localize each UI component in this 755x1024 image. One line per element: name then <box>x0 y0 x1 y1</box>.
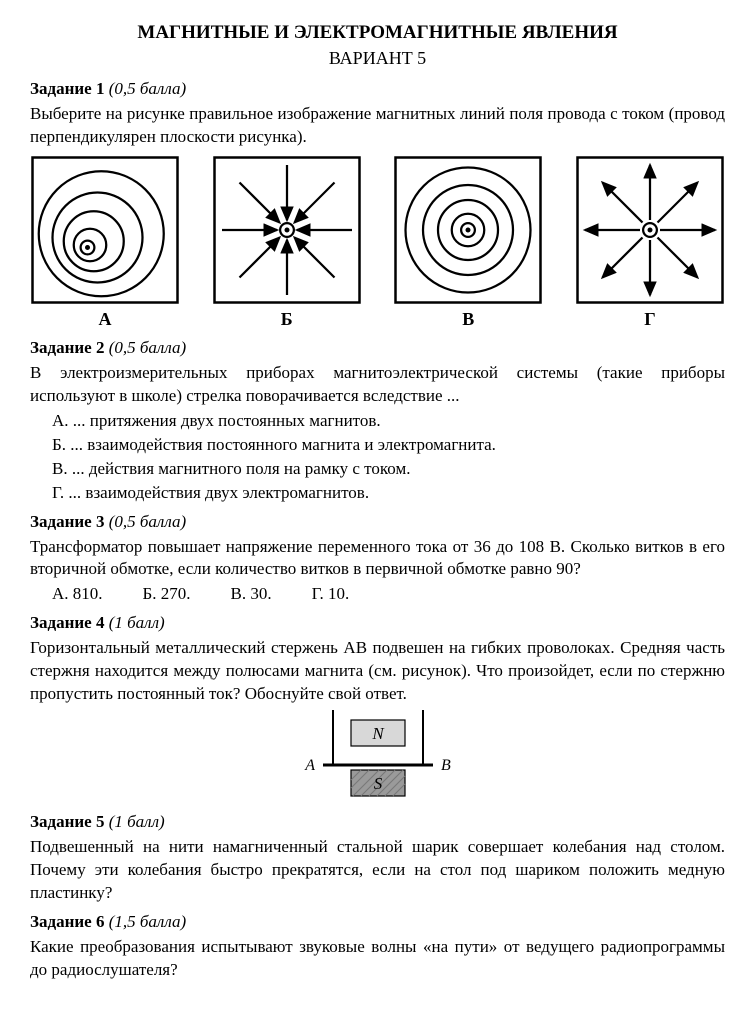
task6-text: Какие преобразования испытывают звуковые… <box>30 936 725 982</box>
task2-head: Задание 2 (0,5 балла) <box>30 337 725 360</box>
task3-opt-a: А. 810. <box>52 583 103 606</box>
task3-opt-b: Б. 270. <box>143 583 191 606</box>
task5-head: Задание 5 (1 балл) <box>30 811 725 834</box>
fig-v-label: В <box>462 307 474 331</box>
task4-text: Горизонтальный металлический стержень AB… <box>30 637 725 706</box>
page-title: МАГНИТНЫЕ И ЭЛЕКТРОМАГНИТНЫЕ ЯВЛЕНИЯ <box>30 20 725 46</box>
diagram-b <box>212 155 362 305</box>
diagram-v <box>393 155 543 305</box>
task2-text: В электроизмерительных приборах магнитоэ… <box>30 362 725 408</box>
task4-figure: N A B S <box>30 710 725 805</box>
fig-a: А <box>30 155 180 331</box>
task3-options: А. 810. Б. 270. В. 30. Г. 10. <box>52 583 725 606</box>
task3-head: Задание 3 (0,5 балла) <box>30 511 725 534</box>
task2-opt-a: А. ... притяжения двух постоянных магнит… <box>52 410 725 433</box>
fig-g: Г <box>575 155 725 331</box>
diagram-a <box>30 155 180 305</box>
task2-opt-v: В. ... действия магнитного поля на рамку… <box>52 458 725 481</box>
svg-text:N: N <box>371 724 385 743</box>
fig-a-label: А <box>99 307 112 331</box>
fig-v: В <box>393 155 543 331</box>
task2-opt-g: Г. ... взаимодействия двух электромагнит… <box>52 482 725 505</box>
fig-g-label: Г <box>644 307 655 331</box>
svg-text:B: B <box>441 757 451 774</box>
task3-opt-g: Г. 10. <box>312 583 350 606</box>
diagram-magnet-rod: N A B S <box>288 710 468 805</box>
variant-subtitle: ВАРИАНТ 5 <box>30 46 725 70</box>
fig-b-label: Б <box>281 307 293 331</box>
task4-head: Задание 4 (1 балл) <box>30 612 725 635</box>
task2-opt-b: Б. ... взаимодействия постоянного магнит… <box>52 434 725 457</box>
svg-text:A: A <box>304 757 315 774</box>
task1-text: Выберите на рисунке правильное изображен… <box>30 103 725 149</box>
fig-b: Б <box>212 155 362 331</box>
task6-head: Задание 6 (1,5 балла) <box>30 911 725 934</box>
task5-text: Подвешенный на нити намагниченный стальн… <box>30 836 725 905</box>
svg-text:S: S <box>373 774 382 793</box>
task1-figures: А Б В <box>30 155 725 331</box>
task3-opt-v: В. 30. <box>231 583 272 606</box>
diagram-g <box>575 155 725 305</box>
task1-head: Задание 1 (0,5 балла) <box>30 78 725 101</box>
task3-text: Трансформатор повышает напряжение переме… <box>30 536 725 582</box>
